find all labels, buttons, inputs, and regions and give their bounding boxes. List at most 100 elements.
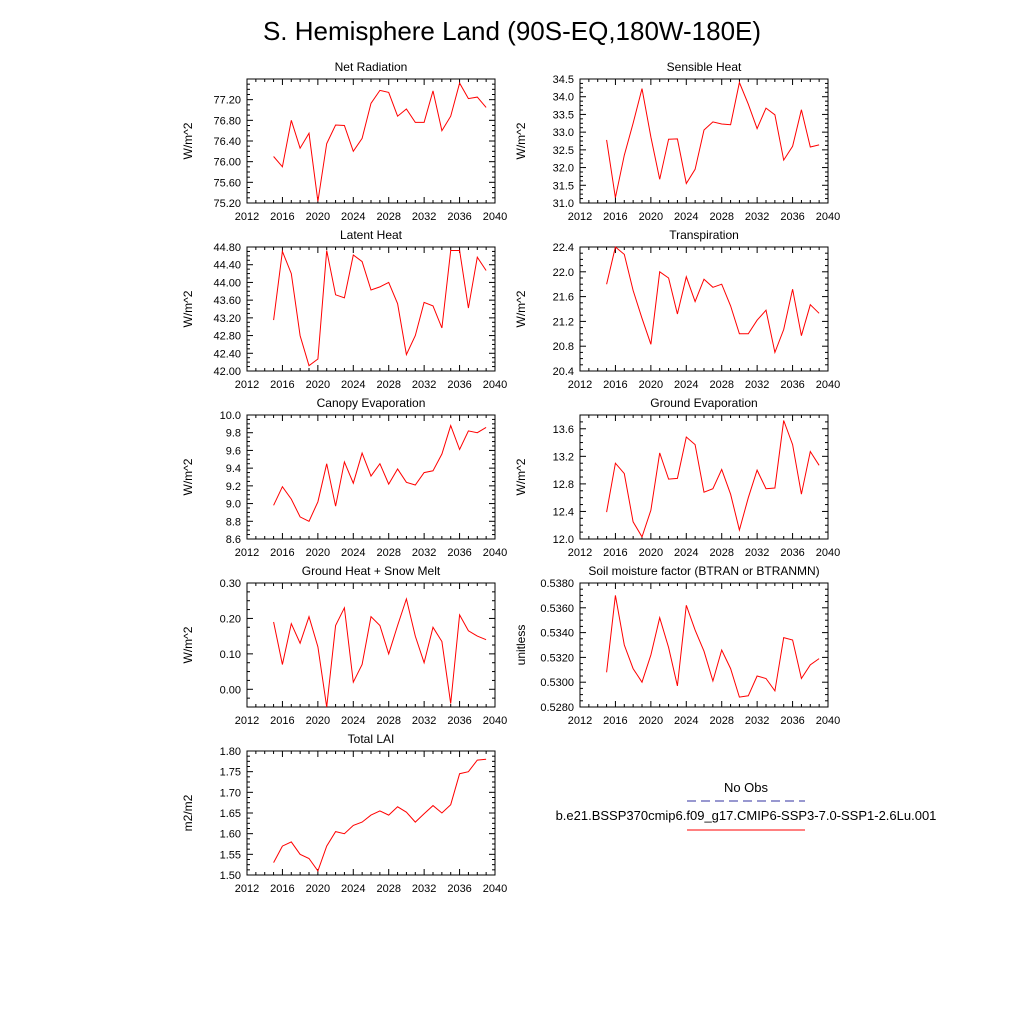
x-tick-label: 2028 (709, 547, 733, 559)
x-tick-label: 2040 (816, 547, 840, 559)
y-tick-label: 12.8 (553, 479, 574, 491)
y-tick-label: 21.6 (553, 292, 574, 304)
x-tick-label: 2028 (709, 211, 733, 223)
x-tick-label: 2024 (341, 715, 365, 727)
y-tick-label: 8.6 (226, 534, 241, 546)
x-tick-label: 2032 (412, 883, 436, 895)
y-axis-label: W/m^2 (514, 290, 528, 327)
y-tick-label: 75.60 (213, 177, 241, 189)
panel-sensible-heat: Sensible Heat W/m^2 2012 2016 2020 2024 2028 20… (514, 60, 840, 223)
y-tick-label: 1.55 (220, 849, 241, 861)
y-tick-label: 32.5 (553, 145, 574, 157)
x-tick-label: 2012 (568, 211, 592, 223)
panel-title: Ground Heat + Snow Melt (302, 564, 441, 578)
y-tick-label: 75.20 (213, 198, 241, 210)
y-tick-label: 0.5280 (540, 702, 574, 714)
x-tick-label: 2036 (780, 379, 804, 391)
y-tick-label: 42.80 (213, 331, 241, 343)
y-tick-label: 21.2 (553, 316, 574, 328)
y-axis-label: W/m^2 (514, 458, 528, 495)
x-tick-label: 2032 (412, 379, 436, 391)
x-tick-label: 2020 (306, 211, 330, 223)
x-tick-label: 2024 (341, 379, 365, 391)
x-tick-label: 2032 (745, 211, 769, 223)
panel-title: Latent Heat (340, 228, 403, 242)
legend: No Obs b.e21.BSSP370cmip6.f09_g17.CMIP6-… (556, 780, 937, 831)
plot-frame (579, 582, 829, 708)
plot-frame (246, 414, 496, 540)
legend-obs-label: No Obs (724, 780, 769, 795)
y-tick-label: 13.6 (553, 424, 574, 436)
y-tick-label: 22.0 (553, 267, 574, 279)
x-tick-label: 2036 (780, 715, 804, 727)
x-tick-label: 2024 (674, 211, 698, 223)
panel-latent-heat: Latent Heat W/m^2 2012 2016 2020 2024 2028 2032… (181, 228, 507, 391)
x-tick-label: 2028 (376, 379, 400, 391)
y-tick-label: 33.0 (553, 127, 574, 139)
y-tick-label: 12.4 (553, 506, 574, 518)
x-tick-label: 2016 (603, 379, 627, 391)
y-tick-label: 76.80 (213, 115, 241, 127)
series-line-net-radiation (273, 81, 487, 202)
y-axis-label: W/m^2 (181, 626, 195, 663)
y-tick-label: 20.4 (553, 366, 574, 378)
x-tick-label: 2024 (674, 379, 698, 391)
panel-transpiration: Transpiration W/m^2 2012 2016 2020 2024 2028 20… (514, 228, 840, 391)
x-tick-label: 2024 (674, 715, 698, 727)
plot-frame (579, 246, 829, 372)
y-tick-label: 0.5380 (540, 578, 574, 590)
x-tick-label: 2012 (235, 379, 259, 391)
y-tick-label: 9.2 (226, 481, 241, 493)
y-axis-label: unitless (514, 625, 528, 666)
y-axis-label: W/m^2 (514, 122, 528, 159)
x-tick-label: 2020 (306, 547, 330, 559)
x-tick-label: 2032 (745, 547, 769, 559)
figure-title: S. Hemisphere Land (90S-EQ,180W-180E) (263, 16, 761, 46)
y-tick-label: 43.20 (213, 313, 241, 325)
x-tick-label: 2016 (603, 715, 627, 727)
x-tick-label: 2012 (568, 379, 592, 391)
y-axis-label: m2/m2 (181, 794, 195, 831)
plot-frame (579, 78, 829, 204)
x-tick-label: 2020 (306, 883, 330, 895)
x-tick-label: 2012 (568, 547, 592, 559)
y-tick-label: 0.5340 (540, 628, 574, 640)
panel-title: Soil moisture factor (BTRAN or BTRANMN) (588, 564, 819, 578)
series-line-latent-heat (273, 249, 487, 367)
y-tick-label: 34.0 (553, 92, 574, 104)
x-tick-label: 2012 (235, 211, 259, 223)
legend-model-label: b.e21.BSSP370cmip6.f09_g17.CMIP6-SSP3-7.… (556, 808, 937, 823)
x-tick-label: 2036 (447, 715, 471, 727)
x-tick-label: 2032 (412, 547, 436, 559)
y-tick-label: 22.4 (553, 242, 574, 254)
panel-canopy-evaporation: Canopy Evaporation W/m^2 2012 2016 2020 2024 2… (181, 396, 507, 559)
x-tick-label: 2016 (270, 379, 294, 391)
y-tick-label: 13.2 (553, 451, 574, 463)
y-axis-label: W/m^2 (181, 458, 195, 495)
y-tick-label: 42.00 (213, 366, 241, 378)
y-tick-label: 34.5 (553, 74, 574, 86)
series-line-ground-heat-snow-melt (273, 597, 487, 708)
x-tick-label: 2036 (447, 883, 471, 895)
series-line-total-lai (273, 758, 487, 872)
plot-frame (579, 414, 829, 540)
panel-ground-evaporation: Ground Evaporation W/m^2 2012 2016 2020 2024 2… (514, 396, 840, 559)
plot-frame (246, 246, 496, 372)
x-tick-label: 2016 (603, 547, 627, 559)
y-tick-label: 0.5300 (540, 677, 574, 689)
x-tick-label: 2020 (639, 379, 663, 391)
x-tick-label: 2024 (341, 547, 365, 559)
y-tick-label: 33.5 (553, 109, 574, 121)
y-tick-label: 1.80 (220, 746, 241, 758)
y-tick-label: 43.60 (213, 295, 241, 307)
x-tick-label: 2020 (639, 547, 663, 559)
x-tick-label: 2028 (709, 379, 733, 391)
plot-frame (246, 750, 496, 876)
panel-soil-moisture-factor-btran-or-btranmn: Soil moisture factor (BTRAN or BTRANMN) u… (514, 564, 840, 727)
x-tick-label: 2016 (270, 211, 294, 223)
x-tick-label: 2024 (341, 211, 365, 223)
y-tick-label: 9.0 (226, 499, 241, 511)
x-tick-label: 2020 (639, 211, 663, 223)
plot-frame (246, 582, 496, 708)
panel-title: Net Radiation (335, 60, 408, 74)
